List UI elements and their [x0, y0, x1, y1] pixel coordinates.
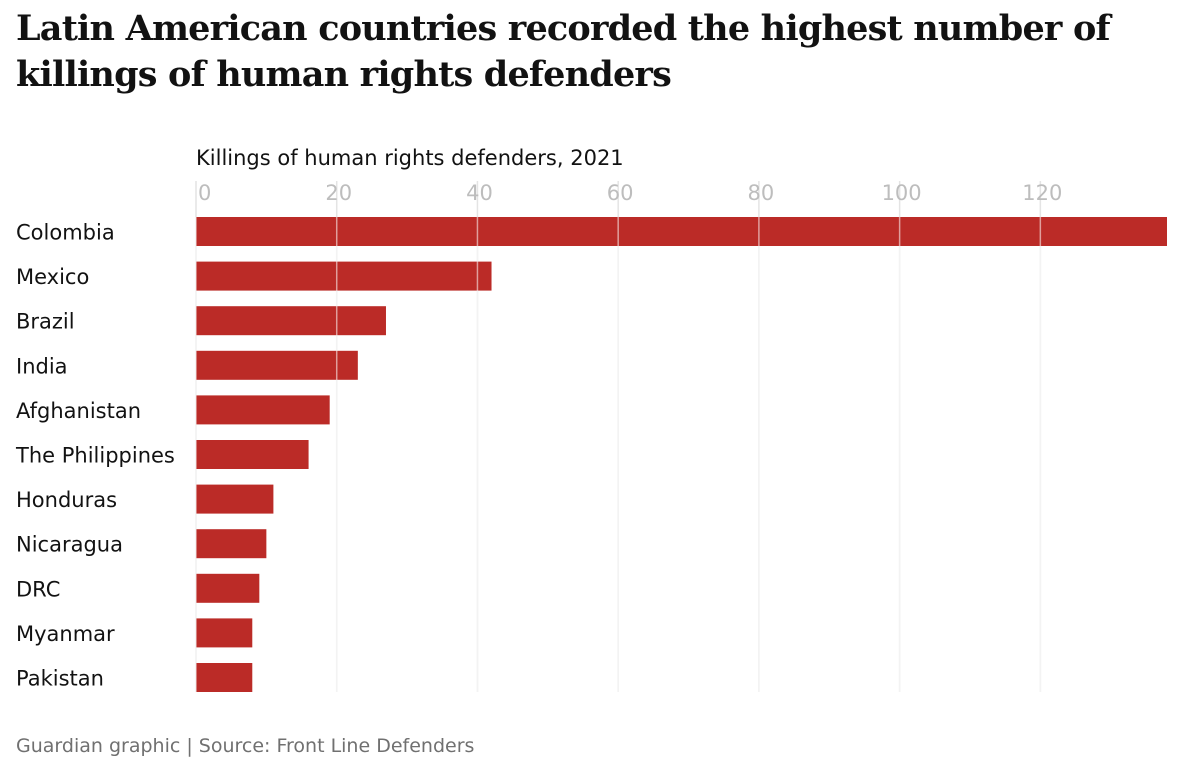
- category-label: Colombia: [16, 221, 115, 245]
- bar: [196, 440, 309, 469]
- source-note: Guardian graphic | Source: Front Line De…: [16, 735, 475, 757]
- category-labels: Colombia Mexico Brazil India Afghanistan The …: [15, 221, 175, 691]
- category-label: Myanmar: [16, 622, 115, 646]
- x-tick-label: 40: [466, 181, 493, 205]
- bar: [196, 261, 492, 291]
- x-axis-ticks: 0 20 40 60 80 100 120: [198, 181, 1062, 205]
- bar: [196, 573, 260, 603]
- chart-title: Latin American countries recorded the hi…: [16, 8, 1111, 95]
- bar: [196, 618, 253, 648]
- category-label: DRC: [16, 577, 60, 601]
- category-label: Honduras: [16, 488, 117, 512]
- x-tick-label: 120: [1022, 181, 1062, 205]
- x-tick-label: 100: [882, 181, 922, 205]
- bar: [196, 350, 358, 380]
- category-label: Mexico: [16, 265, 89, 289]
- category-label: Brazil: [16, 310, 75, 334]
- x-tick-label: 20: [325, 181, 352, 205]
- x-tick-label: 0: [198, 181, 211, 205]
- category-label: The Philippines: [15, 444, 175, 468]
- x-tick-label: 80: [748, 181, 775, 205]
- x-axis-title: Killings of human rights defenders, 2021: [196, 146, 624, 170]
- category-label: Pakistan: [16, 667, 104, 691]
- x-tick-label: 60: [607, 181, 634, 205]
- bar: [196, 484, 274, 514]
- category-label: India: [16, 354, 68, 378]
- category-label: Afghanistan: [16, 399, 141, 423]
- bar: [196, 529, 267, 559]
- bar: [196, 306, 386, 336]
- gridlines-over-bars: [195, 217, 1042, 692]
- bars: [196, 217, 1167, 692]
- bar: [196, 217, 1167, 246]
- bar: [196, 663, 253, 692]
- category-label: Nicaragua: [16, 533, 123, 557]
- bar: [196, 395, 330, 425]
